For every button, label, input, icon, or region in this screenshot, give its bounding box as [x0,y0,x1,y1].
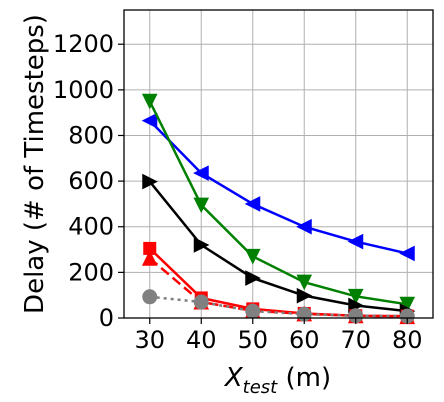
series-line [148,119,408,255]
data-point [141,250,158,266]
series-line [148,180,408,313]
x-tick-label: 70 [340,326,371,354]
x-tick-label: 30 [134,326,165,354]
x-tick-label: 80 [392,326,423,354]
series-layer [141,93,416,325]
data-point [193,197,210,214]
data-point [141,112,158,129]
x-tick-label: 60 [289,326,320,354]
y-axis: 0 200 400 600 800 1000 1200 [53,30,124,332]
data-point [142,289,158,305]
data-point [296,274,313,291]
series-1 [141,112,415,262]
y-tick-label: 400 [68,213,114,241]
data-point [347,288,364,305]
y-tick-label: 0 [99,304,114,332]
y-tick-label: 1200 [53,30,114,58]
x-tick-label: 50 [237,326,268,354]
data-point [193,237,210,253]
series-line [148,100,408,306]
x-axis: 30 40 50 60 70 80 [134,318,423,354]
data-point [296,218,312,235]
y-tick-label: 800 [68,121,114,149]
data-point [245,270,261,286]
data-point [193,165,209,181]
x-axis-title: Xtest (m) [223,363,331,398]
series-line [148,257,408,318]
series-line [149,295,408,318]
data-point [399,296,416,313]
data-point [142,173,158,190]
data-point [245,303,261,319]
data-point [399,245,415,262]
data-point [141,93,158,110]
data-point [244,248,261,265]
y-axis-title: Delay (# of Timesteps) [20,14,50,314]
x-tick-label: 40 [186,326,217,354]
y-tick-label: 1000 [53,76,114,104]
series-6 [142,289,415,324]
plot-frame [123,9,434,319]
data-point [347,233,364,250]
y-tick-label: 200 [68,258,114,286]
data-point [296,287,313,304]
y-tick-label: 600 [68,167,114,195]
series-2 [141,93,416,313]
grid [124,10,433,319]
data-point [244,196,261,212]
series-4 [143,241,414,323]
data-point [193,294,209,310]
